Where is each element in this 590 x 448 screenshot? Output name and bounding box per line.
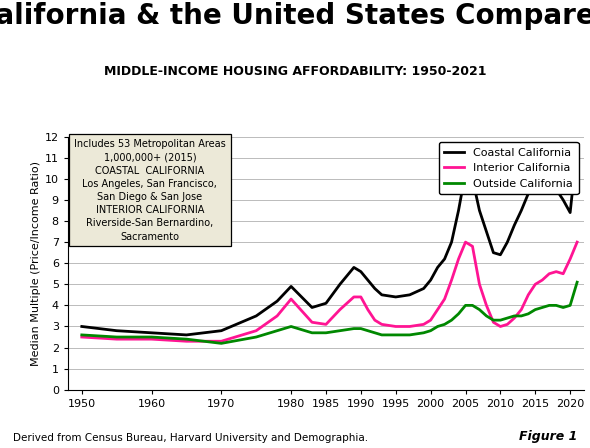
Legend: Coastal California, Interior California, Outside California: Coastal California, Interior California,… [439, 142, 579, 194]
Text: MIDDLE-INCOME HOUSING AFFORDABILITY: 1950-2021: MIDDLE-INCOME HOUSING AFFORDABILITY: 195… [104, 65, 486, 78]
Text: Includes 53 Metropolitan Areas
1,000,000+ (2015)
COASTAL  CALIFORNIA
Los Angeles: Includes 53 Metropolitan Areas 1,000,000… [74, 139, 226, 241]
Text: California & the United States Compared: California & the United States Compared [0, 2, 590, 30]
Text: Figure 1: Figure 1 [519, 430, 577, 443]
Y-axis label: Median Multiple (Price/Income Ratio): Median Multiple (Price/Income Ratio) [31, 161, 41, 366]
Text: Derived from Census Bureau, Harvard University and Demographia.: Derived from Census Bureau, Harvard Univ… [13, 433, 368, 443]
